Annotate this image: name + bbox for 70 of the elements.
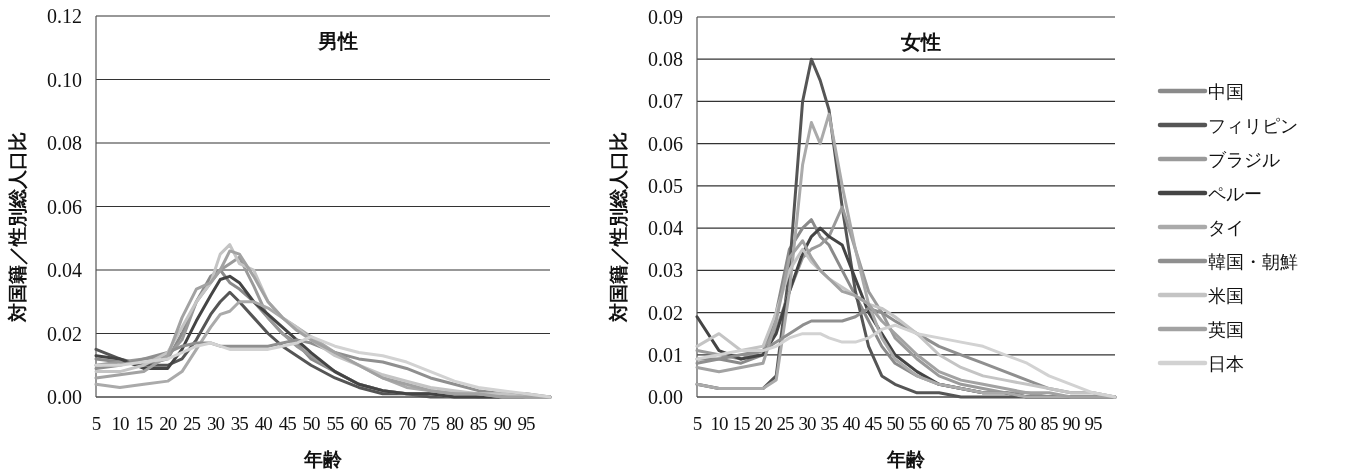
x-tick-label: 30 (798, 413, 816, 434)
x-tick-label: 70 (974, 413, 992, 434)
legend-label: タイ (1208, 217, 1244, 238)
y-tick-label: 0.12 (47, 5, 82, 27)
y-axis-title: 対国籍／性別総人口比 (6, 131, 28, 323)
y-tick-label: 0.02 (648, 301, 683, 324)
y-tick-label: 0.02 (47, 322, 82, 345)
x-tick-label: 15 (732, 413, 750, 434)
y-tick-label: 0.01 (648, 343, 683, 366)
x-tick-label: 70 (398, 413, 416, 434)
y-axis-title: 対国籍／性別総人口比 (607, 132, 629, 323)
y-tick-label: 0.07 (648, 90, 683, 113)
x-tick-label: 90 (1062, 413, 1080, 434)
x-tick-label: 25 (183, 413, 201, 434)
x-tick-label: 20 (754, 413, 772, 434)
y-tick-label: 0.06 (47, 195, 82, 218)
x-tick-label: 85 (1040, 413, 1058, 434)
text: 男性 (317, 29, 358, 53)
legend-label: 韓国・朝鮮 (1208, 251, 1298, 272)
y-tick-label: 0.10 (47, 68, 82, 91)
x-tick-label: 55 (908, 413, 926, 434)
y-tick-label: 0.04 (648, 217, 683, 240)
y-tick-label: 0.08 (47, 132, 82, 154)
x-tick-label: 80 (1018, 413, 1036, 434)
y-tick-label: 0.00 (648, 386, 683, 408)
legend-label: ペルー (1208, 183, 1262, 204)
x-tick-label: 75 (996, 413, 1014, 434)
legend-label: 米国 (1208, 285, 1244, 306)
y-tick-label: 0.03 (648, 259, 683, 282)
y-tick-label: 0.08 (648, 48, 683, 71)
x-tick-label: 45 (864, 413, 882, 434)
x-tick-label: 90 (493, 413, 512, 434)
x-tick-label: 35 (820, 413, 838, 434)
x-tick-label: 85 (469, 413, 488, 434)
x-tick-label: 5 (692, 413, 702, 434)
x-tick-label: 35 (230, 413, 249, 434)
x-tick-label: 10 (111, 413, 129, 434)
x-tick-label: 50 (886, 413, 904, 434)
y-tick-label: 0.09 (648, 6, 683, 28)
y-tick-label: 0.00 (47, 386, 82, 408)
x-tick-label: 60 (930, 413, 948, 434)
x-tick-label: 50 (302, 413, 321, 434)
legend-label: 中国 (1208, 81, 1244, 102)
x-tick-label: 55 (326, 413, 344, 434)
x-axis-title: 年齢 (303, 448, 343, 470)
x-tick-label: 20 (159, 413, 177, 434)
x-tick-label: 95 (517, 413, 536, 434)
text: 女性 (900, 30, 941, 54)
x-tick-label: 40 (842, 413, 860, 434)
x-axis-title: 年齢 (886, 448, 926, 470)
x-tick-label: 25 (776, 413, 794, 434)
x-tick-label: 65 (374, 413, 392, 434)
x-tick-label: 75 (422, 413, 440, 434)
legend-label: ブラジル (1208, 149, 1280, 170)
x-tick-label: 40 (254, 413, 273, 434)
y-tick-label: 0.06 (648, 132, 683, 155)
legend-label: 英国 (1208, 319, 1244, 340)
legend-label: フィリピン (1208, 115, 1298, 136)
x-tick-label: 15 (135, 413, 153, 434)
legend-label: 日本 (1208, 353, 1244, 374)
x-tick-label: 45 (278, 413, 297, 434)
x-tick-label: 30 (206, 413, 225, 434)
x-tick-label: 5 (91, 413, 101, 434)
y-tick-label: 0.04 (47, 259, 82, 281)
x-tick-label: 95 (1084, 413, 1102, 434)
x-tick-label: 80 (445, 413, 464, 434)
y-tick-label: 0.05 (648, 174, 683, 197)
x-tick-label: 10 (710, 413, 728, 434)
x-tick-label: 60 (350, 413, 368, 434)
x-tick-label: 65 (952, 413, 970, 434)
